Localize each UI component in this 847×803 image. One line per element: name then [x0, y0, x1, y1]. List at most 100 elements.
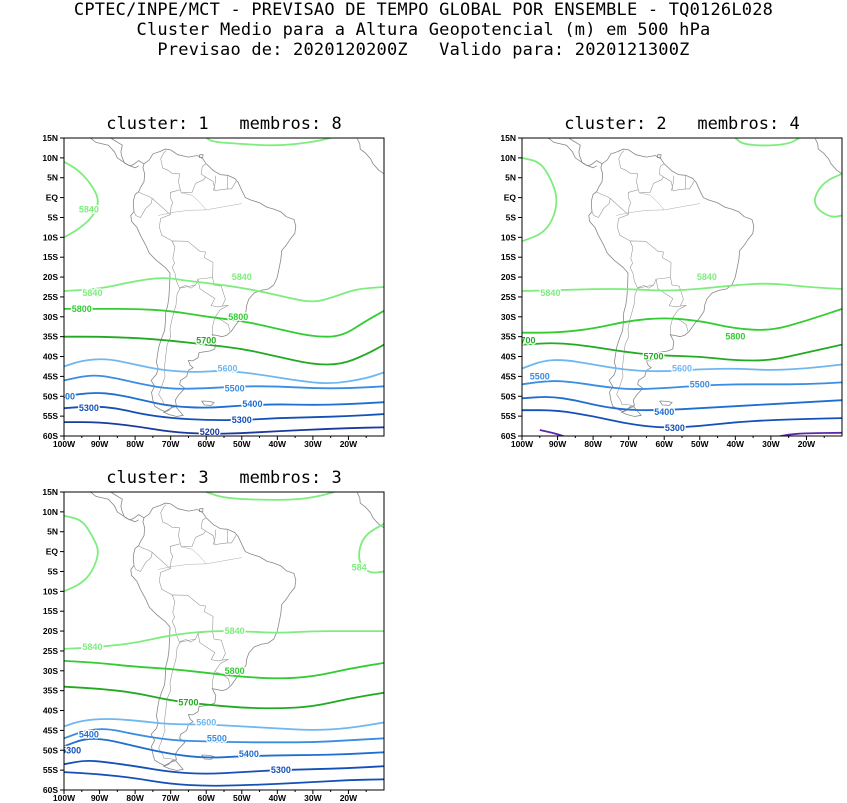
lon-tick-label: 90W: [91, 793, 109, 803]
contour-line: [522, 409, 842, 429]
contour-label: 5800: [72, 304, 92, 314]
lat-tick-label: 5N: [47, 173, 58, 183]
lon-tick-label: 50W: [233, 793, 251, 803]
lon-tick-label: 50W: [233, 439, 251, 449]
country-border: [205, 530, 237, 546]
header-line-3: Previsao de: 2020120200Z Valido para: 20…: [157, 40, 690, 60]
contour-label: 5840: [540, 288, 560, 298]
contour-line: [522, 308, 842, 334]
lat-tick-label: 50S: [43, 745, 58, 755]
lat-tick-label: 25S: [501, 292, 516, 302]
country-border: [214, 305, 229, 318]
lat-tick-label: 40S: [501, 352, 516, 362]
country-border: [138, 545, 171, 569]
lat-tick-label: 5S: [506, 212, 517, 222]
contour-line: [813, 172, 842, 218]
lon-tick-label: 100W: [511, 439, 534, 449]
contour-line: [734, 138, 800, 147]
contour-label: 5200: [200, 427, 220, 437]
country-border: [133, 552, 153, 572]
river: [158, 557, 242, 570]
lon-tick-label: 70W: [162, 439, 180, 449]
country-border: [663, 176, 695, 192]
contour-line: [522, 396, 842, 412]
lon-tick-label: 40W: [727, 439, 745, 449]
contour-line: [64, 308, 384, 338]
contour-line: [64, 718, 384, 731]
country-border: [680, 305, 687, 307]
country-border: [212, 317, 216, 335]
coastline: [89, 492, 139, 523]
country-border: [160, 504, 181, 544]
country-border: [197, 277, 226, 308]
island-coastline: [180, 479, 186, 481]
lat-tick-label: 60S: [501, 431, 516, 441]
lat-tick-label: 5S: [48, 212, 59, 222]
lat-tick-label: 20S: [43, 272, 58, 282]
lat-tick-label: 60S: [43, 431, 58, 441]
coastline: [201, 400, 215, 406]
map-content: 5840 5840 5800 5700 5700 5600 5500 5500 5400 5300: [522, 125, 842, 436]
lat-tick-label: 55S: [43, 765, 58, 775]
contour-line: [386, 204, 388, 208]
lat-tick-label: 10S: [501, 232, 516, 242]
contour-line: [776, 431, 842, 436]
lon-tick-label: 80W: [126, 439, 144, 449]
lon-tick-label: 50W: [691, 439, 709, 449]
country-border: [591, 198, 611, 218]
island-coastline: [657, 154, 662, 158]
lon-tick-label: 20W: [340, 793, 358, 803]
contour-label: 5300: [271, 765, 291, 775]
contour-label: 5800: [725, 332, 745, 342]
lat-tick-label: 15N: [42, 487, 58, 497]
lon-tick-label: 70W: [620, 439, 638, 449]
coastline: [356, 138, 384, 176]
contour-label: 5840: [225, 626, 245, 636]
lat-tick-label: 10S: [43, 232, 58, 242]
contour-label: 5700: [196, 336, 216, 346]
lon-tick-label: 30W: [762, 439, 780, 449]
lat-tick-label: 10N: [42, 507, 58, 517]
contour-line: [64, 728, 384, 744]
island-coastline: [180, 125, 186, 127]
coastline: [162, 406, 184, 417]
country-border: [222, 659, 229, 661]
header-line-2: Cluster Medio para a Altura Geopotencial…: [136, 20, 711, 40]
country-border: [670, 317, 674, 335]
lat-tick-label: 10S: [43, 586, 58, 596]
contour-line: [522, 282, 842, 292]
country-border: [158, 163, 207, 242]
island-coastline: [117, 460, 154, 472]
lon-tick-label: 20W: [798, 439, 816, 449]
contour-line: [205, 138, 331, 147]
country-border: [171, 240, 214, 289]
country-border: [158, 284, 196, 407]
country-border: [596, 191, 629, 215]
country-border: [160, 150, 181, 190]
country-border: [655, 277, 684, 308]
lon-tick-label: 40W: [269, 439, 287, 449]
lon-tick-label: 90W: [549, 439, 567, 449]
island-coastline: [141, 479, 148, 481]
contour-label: 584: [352, 562, 367, 572]
panel-2-map: 5840 5840 5800 5700 5700 5600 5500 5500 5400 5300…: [500, 125, 843, 449]
contour-line: [64, 685, 384, 710]
country-border: [205, 176, 237, 192]
lat-tick-label: 40S: [43, 352, 58, 362]
lat-tick-label: 40S: [43, 706, 58, 716]
contour-line: [522, 359, 842, 373]
river: [639, 192, 665, 211]
lat-tick-label: 25S: [43, 646, 58, 656]
lon-tick-label: 30W: [304, 793, 322, 803]
river: [181, 546, 207, 565]
lat-tick-label: 60S: [43, 785, 58, 795]
coastline: [620, 406, 642, 417]
lon-tick-label: 60W: [197, 439, 215, 449]
contour-label: 5500: [225, 383, 245, 393]
contour-label: 5840: [82, 288, 102, 298]
country-border: [213, 175, 217, 191]
island-coastline: [599, 125, 606, 127]
contour-line: [522, 157, 558, 243]
lat-tick-label: 5N: [505, 173, 516, 183]
